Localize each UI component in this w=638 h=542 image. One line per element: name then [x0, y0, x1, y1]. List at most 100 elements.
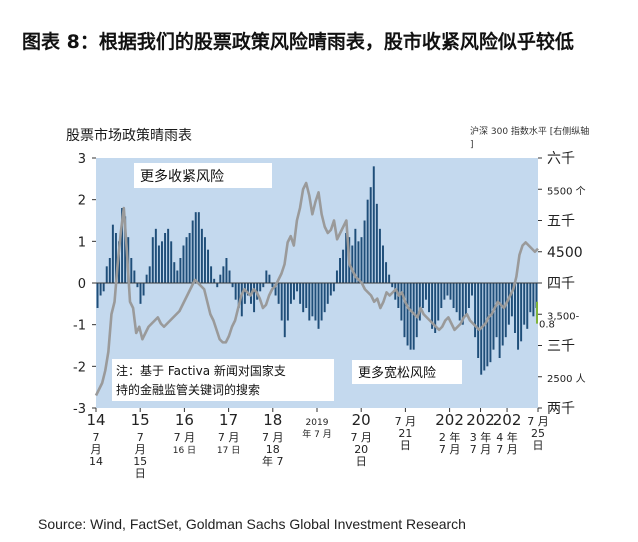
x-tick-label: 7	[137, 431, 144, 444]
right-tick-label: 三千	[547, 339, 575, 355]
bar	[443, 283, 446, 300]
x-tick-label: 7 月	[395, 415, 417, 428]
bar	[111, 224, 114, 283]
bar	[421, 283, 424, 308]
bar	[179, 258, 182, 283]
bar	[114, 233, 117, 283]
bar	[253, 283, 256, 313]
x-tick-label: 日	[135, 467, 146, 480]
bar	[246, 283, 249, 296]
x-tick-label: 20	[354, 443, 368, 456]
left-tick-label: 3	[78, 152, 86, 167]
bar	[268, 274, 271, 283]
bar	[339, 258, 341, 283]
bar	[323, 283, 326, 313]
x-tick-label: 7 月	[439, 443, 461, 456]
left-tick-label: -3	[73, 402, 86, 417]
bar	[108, 258, 111, 283]
x-tick-label: 17	[219, 411, 238, 429]
bar	[280, 283, 283, 321]
bar	[504, 283, 507, 338]
bar	[498, 283, 501, 358]
bar	[207, 249, 210, 283]
bar	[409, 283, 412, 350]
bar	[412, 283, 415, 350]
bar	[286, 283, 289, 321]
bar	[142, 283, 145, 296]
bar	[332, 283, 335, 292]
bar	[154, 228, 157, 283]
x-tick-label: 7 月	[527, 415, 549, 428]
bar	[314, 283, 317, 321]
x-tick-label: 2 年	[439, 430, 461, 444]
bar	[520, 283, 523, 342]
bar	[507, 283, 510, 325]
x-tick-label: 7 月	[174, 431, 196, 444]
bar	[139, 283, 142, 304]
x-tick-label: 日	[356, 455, 367, 468]
bar	[326, 283, 329, 304]
bar	[440, 283, 443, 308]
bar	[418, 283, 421, 321]
bar	[458, 283, 461, 321]
bar	[145, 274, 148, 283]
bar	[191, 220, 194, 283]
bar	[391, 283, 394, 288]
bar	[437, 283, 440, 321]
right-tick-label: 五千	[547, 214, 575, 230]
bar	[455, 283, 458, 313]
bar	[424, 283, 427, 300]
bar	[293, 283, 295, 300]
bar	[277, 283, 280, 304]
right-tick-label: 四千	[547, 276, 575, 292]
bar	[161, 241, 163, 283]
bar	[151, 237, 154, 283]
bar	[486, 283, 489, 367]
easing-annotation: 更多宽松风险	[358, 365, 436, 381]
left-tick-label: 0	[78, 277, 86, 292]
bar	[228, 270, 231, 283]
bar	[523, 283, 526, 325]
bar	[483, 283, 486, 371]
bar	[510, 283, 513, 317]
bar	[449, 283, 452, 300]
bar	[400, 283, 403, 321]
bar	[234, 283, 237, 300]
bar	[157, 245, 160, 283]
bar	[203, 237, 206, 283]
bar	[492, 283, 495, 350]
x-tick-label: 15	[131, 411, 150, 429]
bar	[194, 212, 197, 283]
tightening-label-bg	[134, 163, 272, 188]
note-annotation-line2: 持的金融监管关键词的搜索	[116, 382, 260, 397]
x-tick-label: 16 日	[173, 445, 196, 456]
bar	[182, 245, 185, 283]
x-tick-label: 月	[135, 443, 146, 456]
right-tick-label: 2500 人	[547, 373, 586, 385]
figure-title: 图表 8：根据我们的股票政策风险晴雨表，股市收紧风险似乎较低	[22, 31, 574, 53]
x-tick-label: 年 7	[262, 454, 284, 468]
right-tick-label: 两千	[547, 401, 575, 417]
left-tick-label: 1	[78, 235, 86, 250]
bar	[382, 245, 384, 283]
bar	[532, 283, 535, 317]
right-tick-label: 3,500-	[547, 311, 580, 322]
bar	[99, 283, 102, 296]
right-tick-label: 六千	[547, 151, 575, 167]
x-tick-label: 7 月	[470, 443, 492, 456]
x-tick-label: 20	[352, 411, 371, 429]
bar	[514, 283, 516, 333]
x-tick-label: 18	[266, 443, 280, 456]
bar	[216, 283, 219, 288]
bar	[471, 283, 473, 296]
csi300-line	[94, 181, 539, 397]
bar	[243, 283, 246, 304]
bar	[240, 283, 243, 317]
bar	[329, 283, 332, 296]
bar	[105, 266, 108, 283]
bar	[170, 241, 173, 283]
bar	[375, 203, 378, 283]
x-tick-label: 202	[493, 411, 522, 429]
bar	[452, 283, 455, 308]
